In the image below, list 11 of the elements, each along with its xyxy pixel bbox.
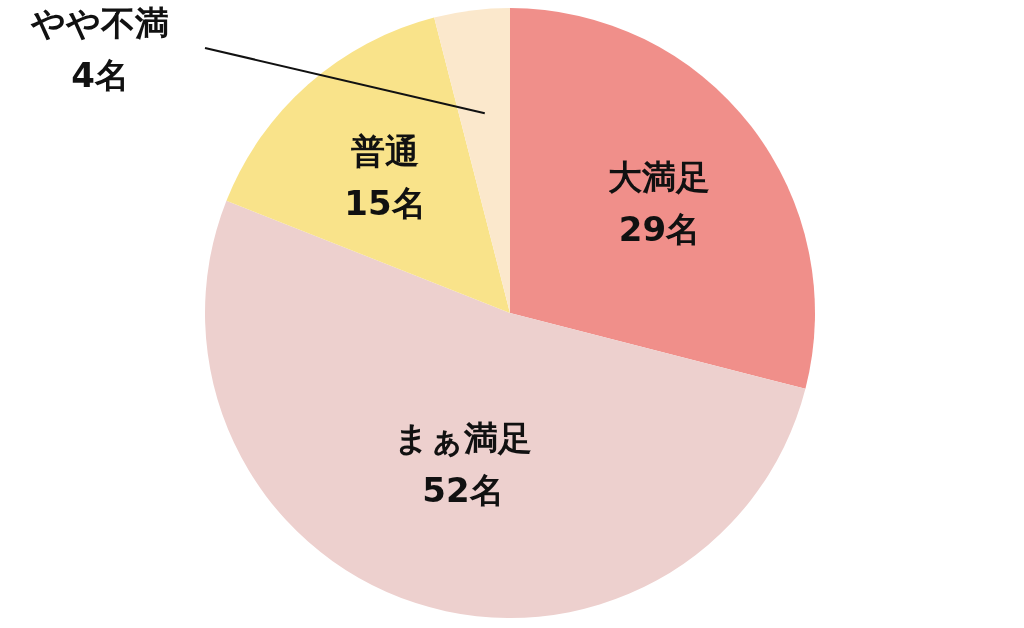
data-label: 4名 [71,55,129,95]
slice-label: やや不満 [30,3,169,43]
data-label: 29名 [618,209,701,250]
slice-label: 大満足 [608,157,711,198]
pie-slice [434,8,510,313]
slice-label: 普通 [350,131,419,172]
slice-label: まぁ満足 [393,418,532,459]
data-label: 15名 [344,183,426,224]
pie-slice [226,17,510,313]
pie-slice [510,8,815,389]
data-label: 52名 [422,470,504,511]
